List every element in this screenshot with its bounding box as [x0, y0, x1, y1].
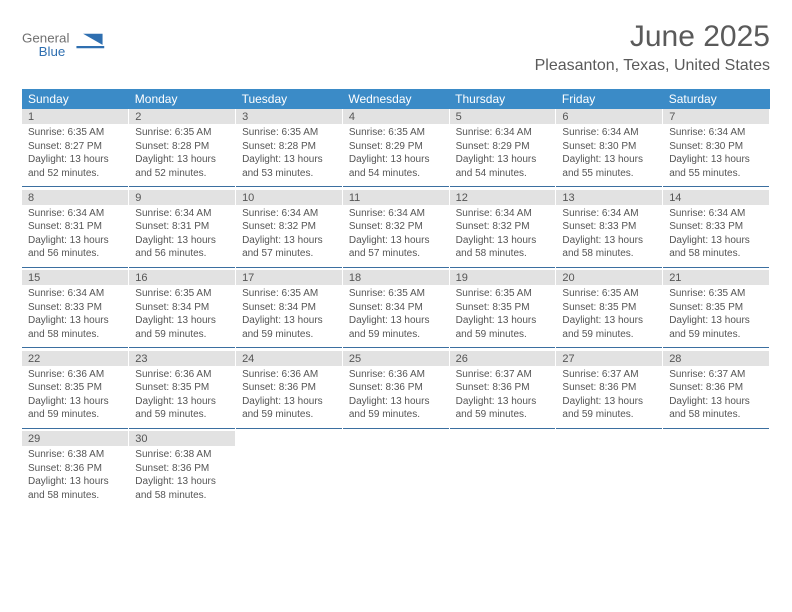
daynum-row: 2930: [22, 431, 770, 446]
day-number-cell: 24: [236, 351, 343, 366]
day-body-cell: Sunrise: 6:34 AMSunset: 8:29 PMDaylight:…: [449, 124, 556, 187]
day-body-cell: Sunrise: 6:35 AMSunset: 8:35 PMDaylight:…: [449, 285, 556, 348]
day-number-cell: 18: [342, 270, 449, 285]
day-number-cell: 16: [129, 270, 236, 285]
day-body-row: Sunrise: 6:35 AMSunset: 8:27 PMDaylight:…: [22, 124, 770, 187]
logo-word-general: General: [22, 31, 69, 46]
day-body-cell: Sunrise: 6:34 AMSunset: 8:30 PMDaylight:…: [663, 124, 770, 187]
daynum-row: 22232425262728: [22, 351, 770, 366]
day-number-cell: [449, 431, 556, 446]
logo: General Blue: [22, 20, 122, 66]
day-number-cell: 5: [449, 109, 556, 124]
day-number-cell: 26: [449, 351, 556, 366]
weekday-header: Sunday: [22, 89, 129, 109]
day-body-cell: Sunrise: 6:34 AMSunset: 8:31 PMDaylight:…: [22, 205, 129, 268]
day-body-cell: [663, 446, 770, 508]
day-body-cell: Sunrise: 6:35 AMSunset: 8:27 PMDaylight:…: [22, 124, 129, 187]
day-body-cell: Sunrise: 6:38 AMSunset: 8:36 PMDaylight:…: [129, 446, 236, 508]
day-body-cell: Sunrise: 6:35 AMSunset: 8:29 PMDaylight:…: [342, 124, 449, 187]
day-number-cell: 12: [449, 190, 556, 205]
day-body-cell: Sunrise: 6:34 AMSunset: 8:30 PMDaylight:…: [556, 124, 663, 187]
day-body-cell: Sunrise: 6:37 AMSunset: 8:36 PMDaylight:…: [663, 366, 770, 429]
day-number-cell: 13: [556, 190, 663, 205]
day-body-cell: Sunrise: 6:34 AMSunset: 8:31 PMDaylight:…: [129, 205, 236, 268]
day-number-cell: 25: [342, 351, 449, 366]
day-number-cell: [236, 431, 343, 446]
day-body-cell: Sunrise: 6:36 AMSunset: 8:36 PMDaylight:…: [342, 366, 449, 429]
day-body-cell: Sunrise: 6:38 AMSunset: 8:36 PMDaylight:…: [22, 446, 129, 508]
day-body-row: Sunrise: 6:38 AMSunset: 8:36 PMDaylight:…: [22, 446, 770, 508]
day-number-cell: 8: [22, 190, 129, 205]
day-body-cell: Sunrise: 6:34 AMSunset: 8:33 PMDaylight:…: [663, 205, 770, 268]
day-body-cell: Sunrise: 6:34 AMSunset: 8:33 PMDaylight:…: [22, 285, 129, 348]
day-number-cell: 30: [129, 431, 236, 446]
day-number-cell: 2: [129, 109, 236, 124]
calendar-table: SundayMondayTuesdayWednesdayThursdayFrid…: [22, 89, 770, 508]
day-number-cell: 23: [129, 351, 236, 366]
day-body-cell: Sunrise: 6:35 AMSunset: 8:28 PMDaylight:…: [129, 124, 236, 187]
day-number-cell: 29: [22, 431, 129, 446]
weekday-header: Tuesday: [236, 89, 343, 109]
day-number-cell: [556, 431, 663, 446]
day-number-cell: 28: [663, 351, 770, 366]
day-body-cell: [556, 446, 663, 508]
day-number-cell: 21: [663, 270, 770, 285]
weekday-header: Saturday: [663, 89, 770, 109]
day-body-cell: Sunrise: 6:36 AMSunset: 8:35 PMDaylight:…: [22, 366, 129, 429]
day-body-row: Sunrise: 6:34 AMSunset: 8:33 PMDaylight:…: [22, 285, 770, 348]
day-number-cell: 27: [556, 351, 663, 366]
day-number-cell: 20: [556, 270, 663, 285]
day-body-cell: Sunrise: 6:37 AMSunset: 8:36 PMDaylight:…: [556, 366, 663, 429]
day-body-cell: Sunrise: 6:34 AMSunset: 8:32 PMDaylight:…: [236, 205, 343, 268]
day-number-cell: 22: [22, 351, 129, 366]
day-body-cell: Sunrise: 6:36 AMSunset: 8:36 PMDaylight:…: [236, 366, 343, 429]
weekday-header: Monday: [129, 89, 236, 109]
day-body-cell: [236, 446, 343, 508]
day-number-cell: 14: [663, 190, 770, 205]
day-body-cell: Sunrise: 6:36 AMSunset: 8:35 PMDaylight:…: [129, 366, 236, 429]
weekday-header: Thursday: [449, 89, 556, 109]
day-body-cell: [449, 446, 556, 508]
daynum-row: 891011121314: [22, 190, 770, 205]
day-number-cell: 1: [22, 109, 129, 124]
day-body-cell: Sunrise: 6:35 AMSunset: 8:35 PMDaylight:…: [556, 285, 663, 348]
day-number-cell: 17: [236, 270, 343, 285]
day-body-cell: Sunrise: 6:34 AMSunset: 8:32 PMDaylight:…: [449, 205, 556, 268]
month-title: June 2025: [535, 20, 770, 53]
day-body-cell: Sunrise: 6:35 AMSunset: 8:34 PMDaylight:…: [342, 285, 449, 348]
day-number-cell: [342, 431, 449, 446]
day-body-cell: Sunrise: 6:35 AMSunset: 8:35 PMDaylight:…: [663, 285, 770, 348]
day-number-cell: 7: [663, 109, 770, 124]
daynum-row: 1234567: [22, 109, 770, 124]
logo-word-blue: Blue: [39, 44, 66, 59]
day-body-row: Sunrise: 6:34 AMSunset: 8:31 PMDaylight:…: [22, 205, 770, 268]
day-number-cell: 4: [342, 109, 449, 124]
day-number-cell: 3: [236, 109, 343, 124]
day-body-cell: Sunrise: 6:35 AMSunset: 8:34 PMDaylight:…: [236, 285, 343, 348]
day-body-cell: [342, 446, 449, 508]
day-number-cell: 15: [22, 270, 129, 285]
location: Pleasanton, Texas, United States: [535, 57, 770, 75]
day-number-cell: 10: [236, 190, 343, 205]
day-body-cell: Sunrise: 6:37 AMSunset: 8:36 PMDaylight:…: [449, 366, 556, 429]
day-body-cell: Sunrise: 6:34 AMSunset: 8:32 PMDaylight:…: [342, 205, 449, 268]
weekday-header: Friday: [556, 89, 663, 109]
day-number-cell: 9: [129, 190, 236, 205]
weekday-header: Wednesday: [342, 89, 449, 109]
logo-sail-icon: [83, 34, 102, 45]
day-number-cell: 11: [342, 190, 449, 205]
day-body-cell: Sunrise: 6:34 AMSunset: 8:33 PMDaylight:…: [556, 205, 663, 268]
daynum-row: 15161718192021: [22, 270, 770, 285]
day-number-cell: 6: [556, 109, 663, 124]
weekday-header-row: SundayMondayTuesdayWednesdayThursdayFrid…: [22, 89, 770, 109]
day-body-cell: Sunrise: 6:35 AMSunset: 8:28 PMDaylight:…: [236, 124, 343, 187]
day-body-row: Sunrise: 6:36 AMSunset: 8:35 PMDaylight:…: [22, 366, 770, 429]
day-body-cell: Sunrise: 6:35 AMSunset: 8:34 PMDaylight:…: [129, 285, 236, 348]
day-number-cell: [663, 431, 770, 446]
day-number-cell: 19: [449, 270, 556, 285]
